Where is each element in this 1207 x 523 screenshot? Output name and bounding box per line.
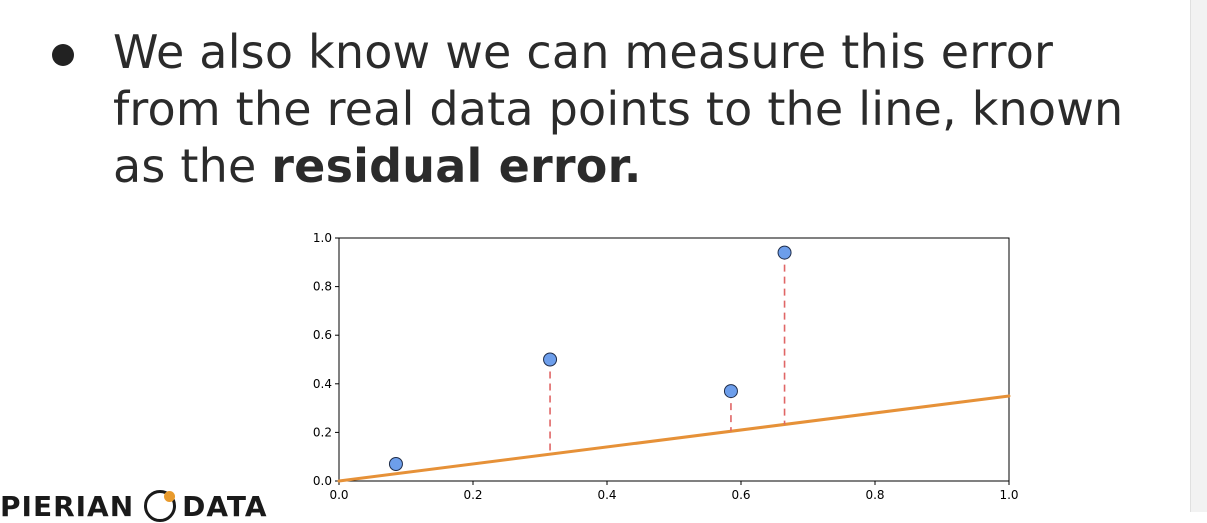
x-tick-label: 0.6: [731, 488, 750, 502]
y-tick-label: 0.0: [313, 474, 332, 488]
bullet-icon: [52, 44, 74, 66]
y-tick-label: 0.2: [313, 425, 332, 439]
y-tick-label: 0.6: [313, 328, 332, 342]
x-tick-label: 0.4: [597, 488, 616, 502]
y-tick-label: 1.0: [313, 231, 332, 245]
logo-left-word: PIERIAN: [0, 490, 135, 523]
logo-mark-icon: [144, 490, 177, 522]
y-tick-label: 0.4: [313, 377, 332, 391]
x-tick-label: 1.0: [999, 488, 1018, 502]
data-point: [388, 456, 403, 471]
bullet-text-bold: residual error.: [271, 139, 642, 193]
x-tick-label: 0.8: [865, 488, 884, 502]
data-point: [777, 245, 792, 260]
slide-right-edge: [1190, 0, 1207, 512]
bullet-text-regular: We also know we can measure this error f…: [113, 25, 1124, 193]
data-point: [723, 384, 738, 399]
plot-frame: [338, 237, 1010, 482]
pierian-data-logo: PIERIAN DATA: [0, 490, 268, 523]
bullet-text: We also know we can measure this error f…: [113, 24, 1173, 195]
x-tick-label: 0.2: [463, 488, 482, 502]
fit-line: [337, 394, 1011, 483]
y-tick-label: 0.8: [313, 280, 332, 294]
logo-right-word: DATA: [182, 490, 268, 523]
x-tick-label: 0.0: [329, 488, 348, 502]
residual-error-chart: 0.0 0.2 0.4 0.6 0.8 1.0 0.0 0.2 0.4 0.6 0.8 1.0: [313, 231, 1019, 502]
data-point: [543, 352, 558, 367]
